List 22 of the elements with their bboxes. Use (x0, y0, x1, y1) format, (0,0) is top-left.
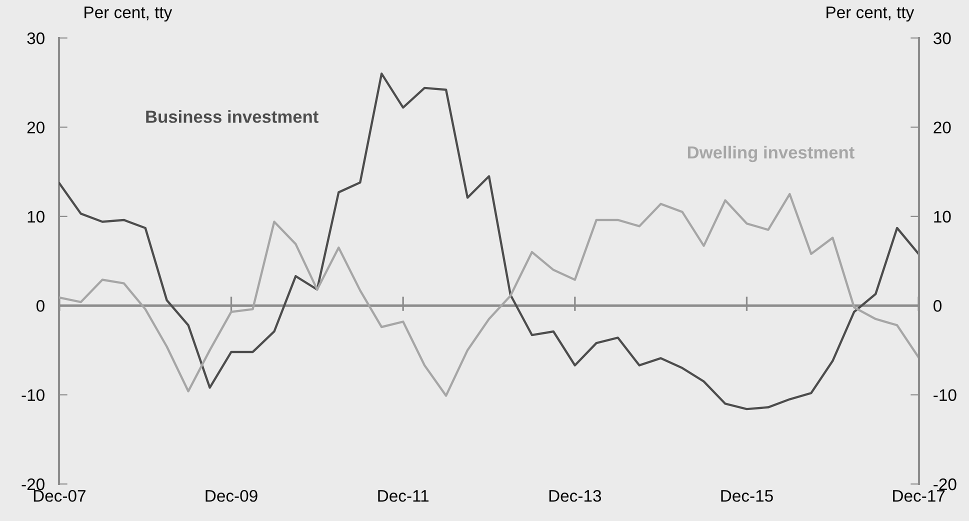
x-tick-label: Dec-09 (206, 490, 258, 502)
text: Business investment (146, 110, 318, 123)
x-tick-label: Dec-11 (378, 490, 429, 502)
y-tick-label: 20 (27, 122, 44, 134)
y2-tick-label: 0 (934, 300, 942, 312)
y2-tick-label: 10 (934, 210, 951, 223)
y2-axis-title: Per cent, tty (826, 6, 914, 22)
y2-tick-label: 20 (934, 122, 951, 134)
y2-tick-label: -10 (934, 389, 956, 402)
y-tick-label: -20 (22, 478, 44, 490)
y-tick-label: 0 (36, 300, 44, 312)
text: Dwelling investment (688, 146, 854, 162)
y-tick-label: -10 (22, 389, 44, 402)
x-tick-label: Dec-15 (721, 490, 773, 502)
y-tick-label: 10 (28, 210, 44, 223)
y2-tick-label: 30 (934, 32, 951, 44)
y-axis-title: Per cent, tty (84, 6, 172, 22)
x-tick-label: Dec-13 (549, 490, 602, 502)
y2-tick-label: -20 (934, 478, 956, 490)
x-tick-label: Dec-17 (893, 490, 945, 502)
y-tick-label: 30 (27, 32, 44, 44)
x-tick-label: Dec-07 (34, 490, 86, 502)
